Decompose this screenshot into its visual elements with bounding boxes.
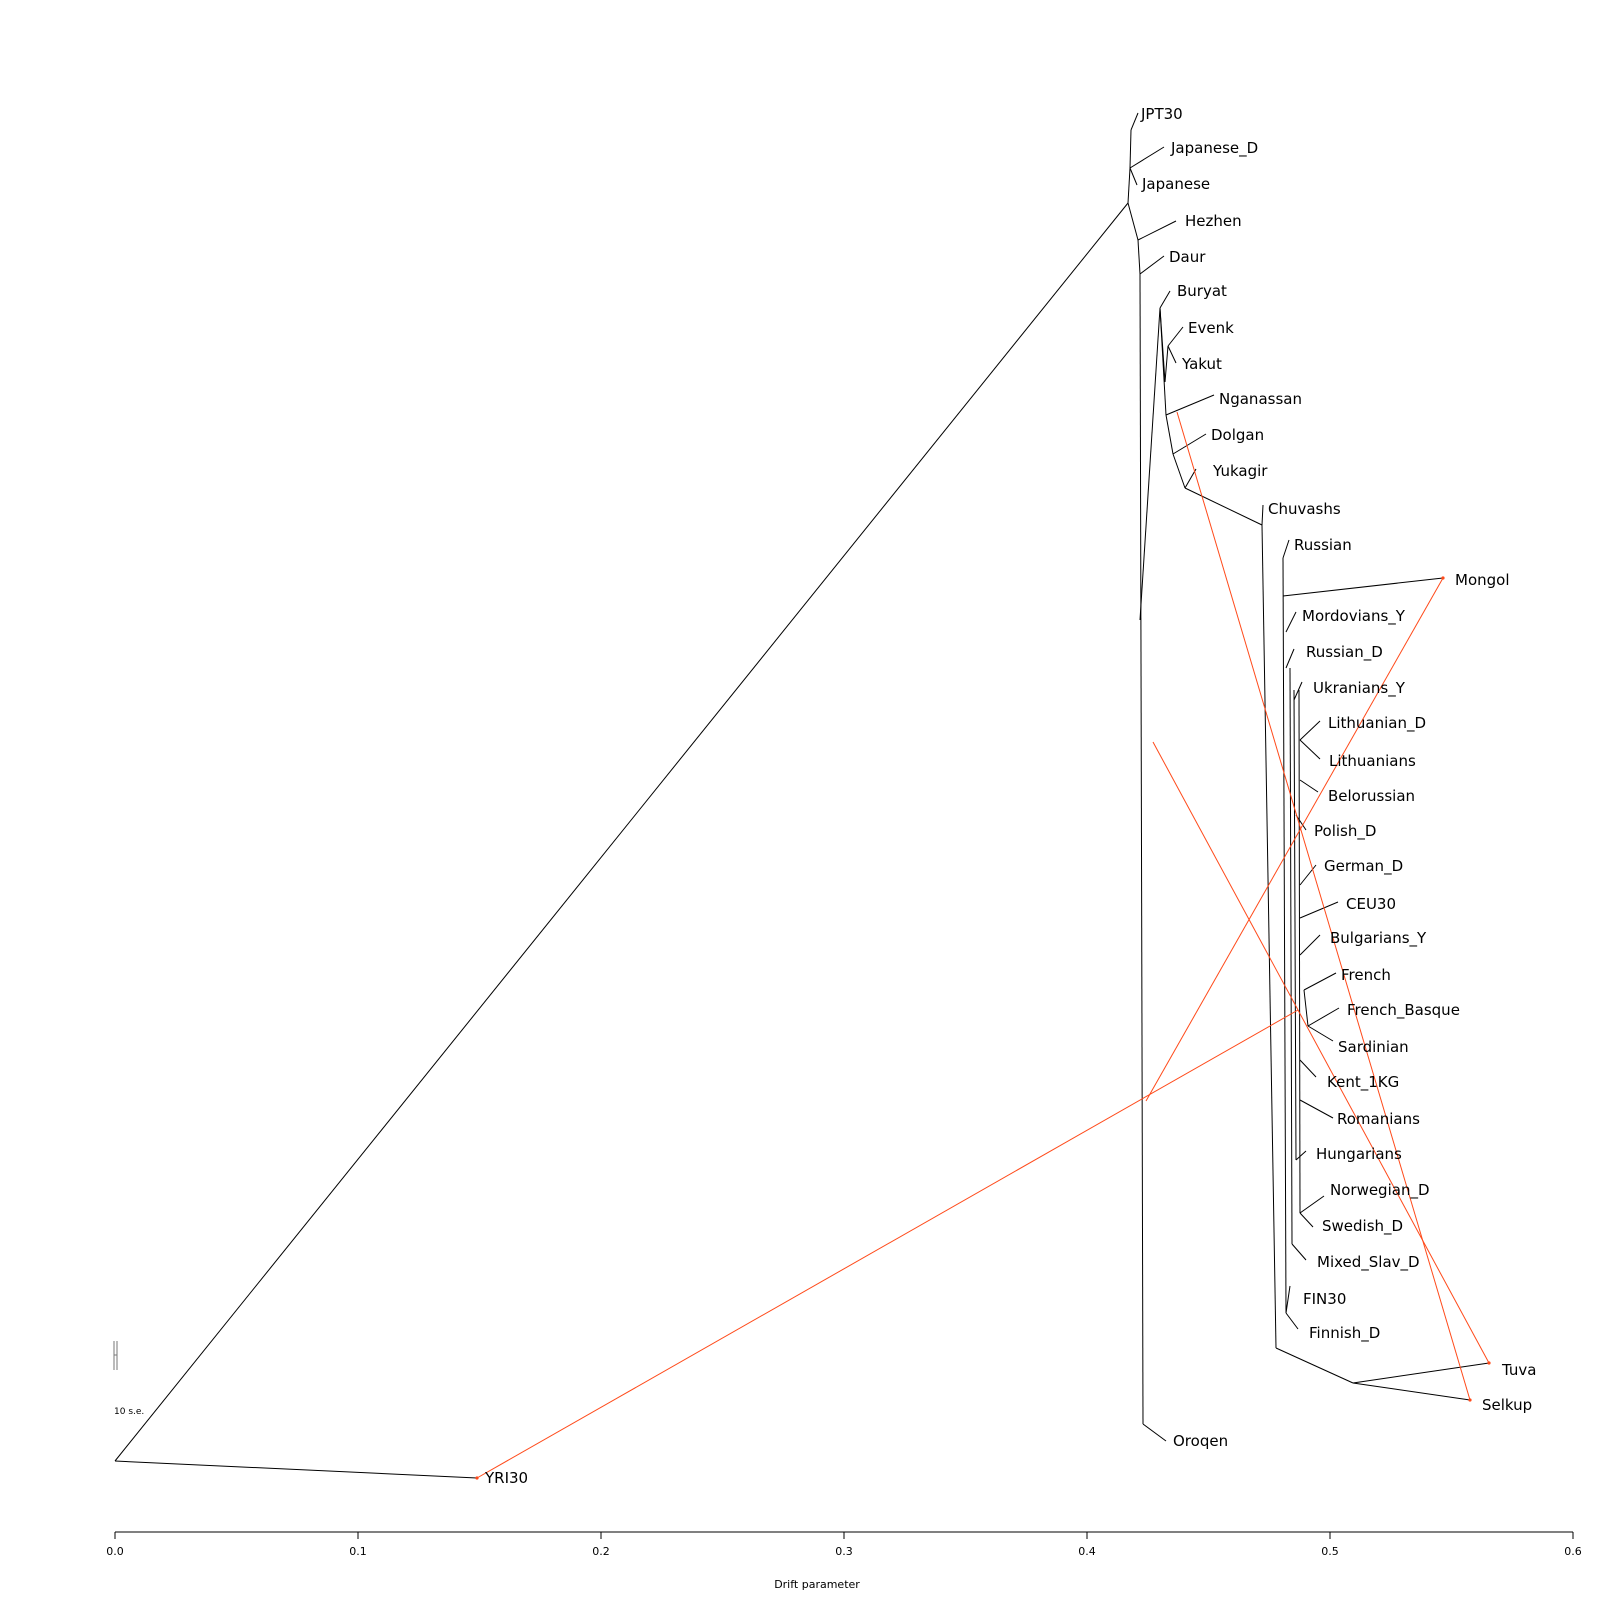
leaf-label-hezhen: Hezhen (1185, 212, 1242, 230)
leaf-label-dolgan: Dolgan (1211, 426, 1264, 444)
leaf-label-daur: Daur (1169, 248, 1206, 266)
leaf-label-sardinian: Sardinian (1338, 1038, 1409, 1056)
leaf-label-hungarians: Hungarians (1316, 1145, 1402, 1163)
x-axis-title: Drift parameter (774, 1578, 860, 1591)
leaf-label-russian-d: Russian_D (1306, 643, 1383, 662)
leaf-label-ukranians-y: Ukranians_Y (1313, 679, 1406, 698)
leaf-label-evenk: Evenk (1188, 319, 1234, 337)
leaf-label-norwegian-d: Norwegian_D (1330, 1181, 1430, 1200)
leaf-label-selkup: Selkup (1482, 1396, 1532, 1414)
leaf-label-swedish-d: Swedish_D (1322, 1217, 1403, 1236)
leaf-label-yri30: YRI30 (484, 1469, 528, 1487)
x-tick-label: 0.6 (1564, 1545, 1582, 1558)
leaf-label-japanese-d: Japanese_D (1170, 139, 1258, 158)
leaf-label-polish-d: Polish_D (1314, 822, 1376, 841)
leaf-label-belorussian: Belorussian (1328, 787, 1415, 805)
tree-edges (114, 112, 1490, 1479)
leaf-label-bulgarians-y: Bulgarians_Y (1330, 929, 1427, 948)
leaf-label-japanese: Japanese (1141, 175, 1210, 193)
x-tick-label: 0.5 (1321, 1545, 1339, 1558)
leaf-label-romanians: Romanians (1337, 1110, 1420, 1128)
leaf-label-mongol: Mongol (1455, 571, 1510, 589)
leaf-label-yakut: Yakut (1181, 355, 1222, 373)
leaf-labels: JPT30 Japanese_D Japanese Hezhen Daur Bu… (484, 105, 1536, 1487)
leaf-label-oroqen: Oroqen (1173, 1432, 1228, 1450)
migration-markers (475, 576, 1491, 1480)
x-tick-label: 0.1 (349, 1545, 367, 1558)
leaf-label-mixed-slav-d: Mixed_Slav_D (1317, 1253, 1420, 1272)
leaf-label-fin30: FIN30 (1303, 1290, 1346, 1308)
leaf-label-buryat: Buryat (1177, 282, 1227, 300)
leaf-label-finnish-d: Finnish_D (1309, 1324, 1380, 1343)
leaf-label-russian: Russian (1294, 536, 1352, 554)
leaf-label-german-d: German_D (1324, 857, 1403, 876)
scale-bar: 10 s.e. (113, 1341, 144, 1417)
leaf-label-french: French (1341, 966, 1391, 984)
x-tick-label: 0.3 (835, 1545, 853, 1558)
migration-edges (476, 411, 1490, 1479)
leaf-label-nganassan: Nganassan (1219, 390, 1302, 408)
leaf-label-lithuanian-d: Lithuanian_D (1328, 714, 1426, 733)
leaf-label-yukagir: Yukagir (1212, 462, 1268, 480)
leaf-label-tuva: Tuva (1501, 1361, 1536, 1379)
x-tick-label: 0.4 (1078, 1545, 1096, 1558)
leaf-label-chuvashs: Chuvashs (1268, 500, 1341, 518)
x-tick-label: 0.2 (592, 1545, 610, 1558)
leaf-label-lithuanians: Lithuanians (1329, 752, 1416, 770)
leaf-label-jpt30: JPT30 (1140, 105, 1183, 123)
leaf-label-ceu30: CEU30 (1346, 895, 1396, 913)
x-axis: 0.0 0.1 0.2 0.3 0.4 0.5 0.6 Drift parameter (106, 1531, 1582, 1591)
leaf-label-kent-1kg: Kent_1KG (1327, 1073, 1399, 1092)
leaf-label-mordovians-y: Mordovians_Y (1302, 607, 1406, 626)
leaf-label-french-basque: French_Basque (1347, 1001, 1460, 1020)
x-tick-label: 0.0 (106, 1545, 124, 1558)
scale-bar-label: 10 s.e. (114, 1407, 144, 1417)
